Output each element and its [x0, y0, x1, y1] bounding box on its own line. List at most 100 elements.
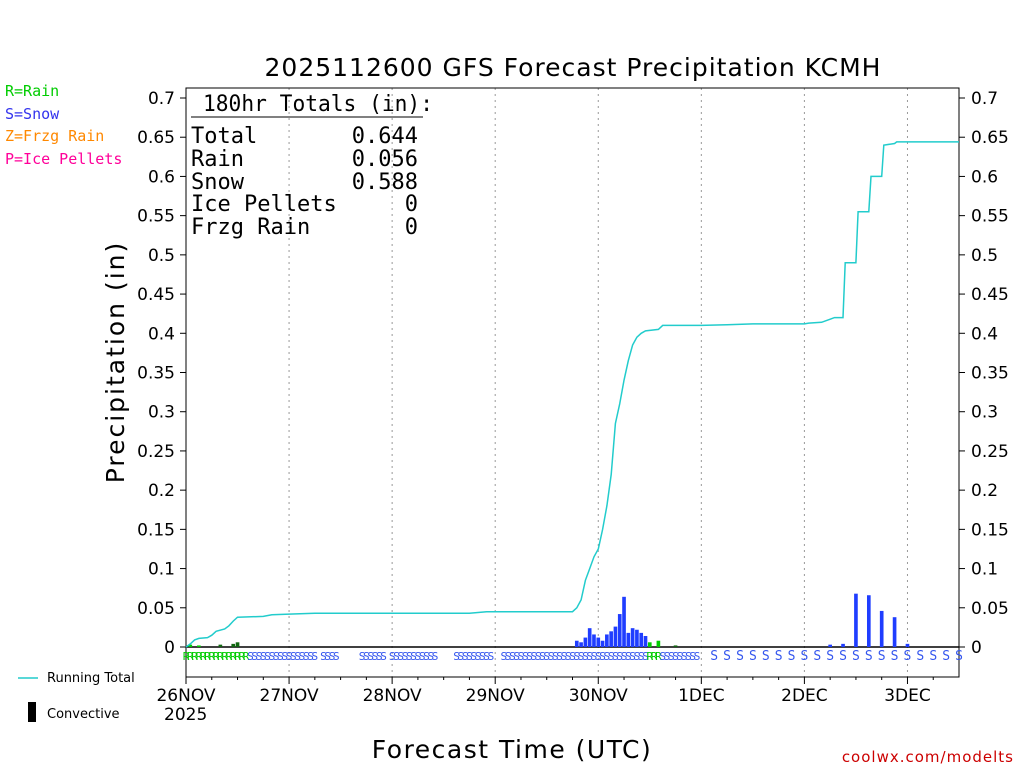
y-axis-right: 0 0.05 0.1 0.15 0.2 0.25 0.3 0.35 0.4 0.45 0.5 0.55… [959, 89, 1009, 658]
type-letter: S [470, 650, 477, 663]
type-letter: S [591, 650, 598, 663]
type-letter: R [655, 650, 662, 663]
type-letter: S [406, 650, 413, 663]
type-letter: S [539, 650, 546, 663]
x-tick-label-30nov: 30NOV [569, 686, 628, 706]
y-tick-label-right: 0.45 [971, 285, 1009, 305]
watermark: coolwx.com/modelts [842, 748, 1014, 766]
type-letter: R [651, 650, 658, 663]
type-letter: S [535, 650, 542, 663]
y-tick-label-right: 0.6 [971, 167, 998, 187]
plot-frame [185, 87, 960, 678]
y-tick-label-left: 0.6 [148, 167, 175, 187]
type-letter: R [239, 650, 246, 663]
type-letter: S [556, 650, 563, 663]
year-label: 2025 [164, 705, 207, 725]
precip-bar-30 [892, 617, 897, 647]
type-letter: S [608, 650, 615, 663]
y-tick-label-left: 0.05 [137, 599, 175, 619]
legend-ice-pellets: P=Ice Pellets [5, 150, 122, 168]
type-letter: R [221, 650, 228, 663]
type-letter: S [578, 650, 585, 663]
type-letter: S [891, 649, 899, 664]
type-letter: S [479, 650, 486, 663]
precip-bar-15 [617, 614, 622, 647]
type-letter: S [694, 650, 701, 663]
precip-bar-16 [622, 596, 626, 647]
type-letter: S [612, 650, 619, 663]
type-letter: S [307, 650, 314, 663]
legend-rain: R=Rain [5, 82, 59, 100]
type-letter: R [243, 650, 250, 663]
type-letter: S [251, 650, 258, 663]
type-letter: S [376, 650, 383, 663]
type-letter: S [367, 650, 374, 663]
type-letter: S [453, 650, 460, 663]
y-tick-label-right: 0.55 [971, 207, 1009, 227]
type-letter: S [389, 650, 396, 663]
y-tick-label-left: 0.45 [137, 285, 175, 305]
totals-label-ice-pellets: Ice Pellets [191, 192, 337, 217]
x-tick-label-26nov: 26NOV [156, 686, 215, 706]
precip-bar-7 [583, 637, 588, 647]
type-letter: S [324, 650, 331, 663]
precip-bar-2 [218, 644, 223, 647]
precip-bar-29 [879, 610, 884, 647]
type-letter: S [294, 650, 301, 663]
type-letter: R [234, 650, 241, 663]
type-letter: S [483, 650, 490, 663]
x-tick-label-27nov: 27NOV [260, 686, 319, 706]
type-letter: S [664, 650, 671, 663]
series-legend: Running Total Convective [18, 671, 135, 722]
legend-running-total: Running Total [47, 671, 135, 686]
y-tick-label-right: 0.15 [971, 520, 1009, 540]
type-letter: S [264, 650, 271, 663]
type-letter: S [685, 650, 692, 663]
chart-title: 2025112600 GFS Forecast Precipitation KC… [265, 53, 882, 82]
precip-bar-18 [630, 628, 635, 647]
precip-bar-28 [866, 595, 871, 647]
type-letter: S [586, 650, 593, 663]
y-tick-label-left: 0.35 [137, 364, 175, 384]
type-letter: S [749, 649, 757, 664]
precip-bar-13 [609, 631, 613, 647]
type-letter: R [213, 650, 220, 663]
type-letter: R [208, 650, 215, 663]
totals-label-total: Total [191, 124, 257, 149]
legend-freezing-rain: Z=Frzg Rain [5, 127, 104, 145]
type-letter: S [878, 649, 886, 664]
type-letter: S [423, 650, 430, 663]
y-tick-label-left: 0.1 [148, 560, 175, 580]
type-letter: S [281, 650, 288, 663]
precip-bar-9 [592, 634, 596, 647]
type-letter: S [677, 650, 684, 663]
type-letter: S [509, 650, 516, 663]
type-letter: S [710, 649, 718, 664]
type-letter: S [247, 650, 254, 663]
convective-swatch [28, 702, 36, 722]
type-letter: S [561, 650, 568, 663]
y-tick-label-right: 0 [971, 638, 982, 658]
precip-bar-21 [643, 636, 648, 647]
precip-bar-31 [905, 643, 910, 647]
type-letter: R [204, 650, 211, 663]
y-tick-label-left: 0.2 [148, 481, 175, 501]
precip-bar-12 [605, 634, 609, 647]
type-letter: S [397, 650, 404, 663]
type-legend: R=Rain S=Snow Z=Frzg Rain P=Ice Pellets [5, 82, 122, 168]
totals-label-frzg-rain: Frzg Rain [191, 215, 310, 240]
type-letter: S [565, 650, 572, 663]
precip-bars [188, 593, 910, 647]
precip-bar-6 [579, 642, 583, 647]
type-letter: S [813, 649, 821, 664]
type-letter: S [526, 650, 533, 663]
type-letter: S [736, 649, 744, 664]
totals-label-snow: Snow [191, 170, 245, 195]
type-letter: S [312, 650, 319, 663]
totals-value-snow: 0.588 [352, 170, 418, 195]
type-letter: S [865, 649, 873, 664]
y-axis-label: Precipitation (in) [101, 241, 130, 484]
type-letter: S [955, 649, 963, 664]
y-tick-label-right: 0.1 [971, 560, 998, 580]
